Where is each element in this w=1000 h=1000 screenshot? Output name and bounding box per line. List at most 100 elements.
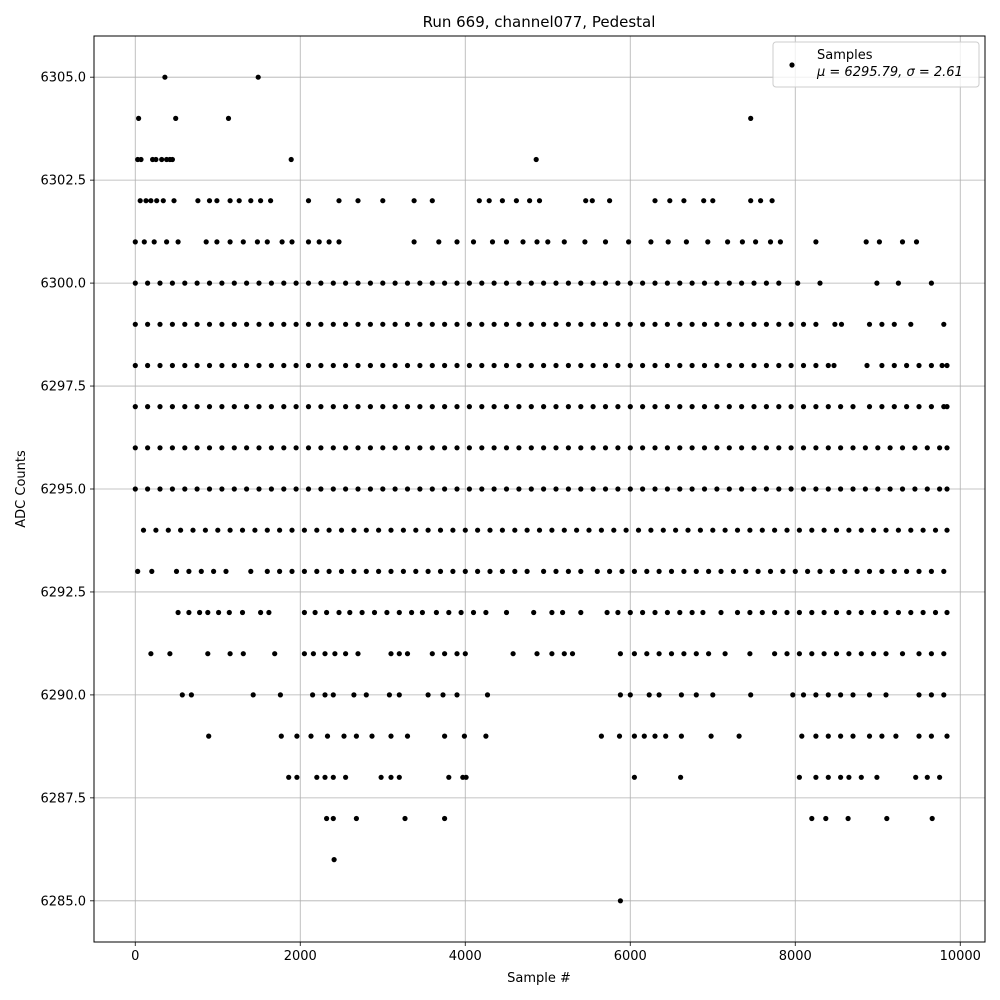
data-point [928, 692, 935, 698]
data-point [404, 486, 411, 492]
data-point [664, 321, 671, 327]
data-point [777, 239, 784, 245]
data-point [132, 321, 138, 327]
data-point [706, 568, 712, 575]
legend: Samples μ = 6295.79, σ = 2.61 [772, 41, 980, 88]
data-point [479, 445, 485, 451]
data-point [726, 321, 732, 327]
data-point [400, 568, 406, 575]
data-point [604, 609, 610, 616]
data-point [817, 280, 823, 286]
data-point [417, 404, 423, 410]
data-point [425, 568, 431, 575]
data-point [466, 280, 472, 286]
data-point [825, 404, 831, 410]
data-point [648, 239, 654, 245]
data-point [825, 774, 831, 780]
data-point [944, 609, 950, 616]
data-point [503, 321, 510, 327]
data-point [937, 774, 943, 780]
data-point [739, 445, 745, 451]
data-point [891, 362, 897, 369]
data-point [520, 239, 526, 245]
data-point [454, 362, 460, 369]
data-point [363, 527, 369, 533]
data-point [673, 527, 679, 533]
data-point [240, 239, 246, 245]
data-point [446, 609, 452, 616]
data-point [875, 486, 881, 492]
data-point [913, 774, 919, 780]
data-point [776, 486, 782, 492]
data-point [326, 568, 332, 575]
data-point [437, 568, 444, 575]
data-point [479, 486, 485, 492]
data-point [173, 568, 180, 575]
data-point [763, 445, 770, 451]
data-point [214, 198, 220, 204]
data-point [516, 321, 522, 327]
data-point [739, 239, 746, 245]
y-tick-label: 6285.0 [41, 894, 87, 909]
data-point [916, 568, 922, 575]
data-point [223, 568, 229, 575]
data-point [286, 774, 292, 780]
data-point [211, 568, 217, 575]
data-point [489, 239, 496, 245]
data-point [916, 404, 922, 410]
data-point [874, 280, 880, 286]
data-point [616, 733, 623, 739]
data-point [355, 486, 361, 492]
data-point [700, 609, 706, 616]
data-point [330, 362, 336, 369]
data-point [664, 445, 671, 451]
data-point [541, 568, 547, 575]
data-points [132, 74, 950, 904]
data-point [268, 280, 274, 286]
data-point [503, 404, 510, 410]
data-point [677, 404, 683, 410]
data-point [553, 362, 559, 369]
data-point [510, 651, 516, 657]
data-point [677, 280, 683, 286]
data-point [617, 692, 624, 698]
x-axis-ticks: 0 2000 4000 6000 8000 10000 [131, 942, 981, 964]
data-point [154, 198, 160, 204]
data-point [582, 239, 588, 245]
data-point [817, 568, 823, 575]
data-point [627, 321, 633, 327]
data-point [809, 609, 815, 616]
data-point [652, 733, 658, 739]
data-point [450, 527, 456, 533]
data-point [772, 527, 778, 533]
data-point [206, 280, 213, 286]
data-point [565, 568, 572, 575]
data-point [351, 568, 357, 575]
data-point [553, 568, 559, 575]
data-point [726, 280, 732, 286]
data-point [392, 445, 398, 451]
data-point [341, 733, 347, 739]
data-point [763, 321, 770, 327]
data-point [928, 404, 935, 410]
data-point [590, 321, 596, 327]
data-point [132, 404, 138, 410]
data-point [343, 774, 349, 780]
data-point [536, 527, 543, 533]
data-point [928, 568, 935, 575]
data-point [231, 321, 237, 327]
data-point [908, 609, 914, 616]
data-point [821, 527, 827, 533]
data-point [454, 692, 460, 698]
data-point [442, 404, 448, 410]
data-point [763, 362, 770, 369]
data-point [195, 198, 201, 204]
data-point [227, 198, 233, 204]
data-point [549, 527, 555, 533]
legend-label: Samples [817, 48, 873, 63]
data-point [227, 239, 233, 245]
data-point [258, 198, 264, 204]
data-point [739, 486, 745, 492]
data-point [256, 362, 262, 369]
data-point [231, 280, 237, 286]
